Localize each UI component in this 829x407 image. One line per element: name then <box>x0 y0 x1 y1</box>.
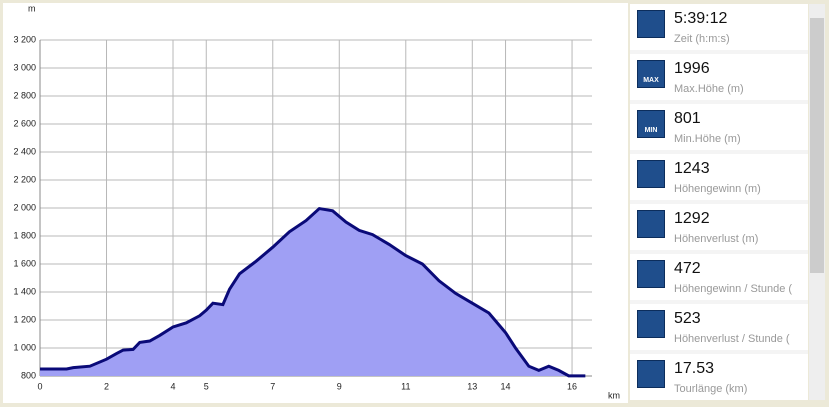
y-tick-label: 1 000 <box>13 342 36 352</box>
stat-value: 523 <box>674 310 701 327</box>
stat-item: 5:39:12 Zeit (h:m:s) <box>630 4 808 50</box>
stat-item: 472 Höhengewinn / Stunde ( <box>630 254 808 300</box>
stat-label: Höhenverlust (m) <box>674 233 759 245</box>
y-tick-label: 3 200 <box>13 34 36 44</box>
y-tick-label: 2 200 <box>13 174 36 184</box>
stat-icon: MAX <box>637 60 665 88</box>
x-tick-label: 0 <box>37 381 42 391</box>
y-tick-label: 3 000 <box>13 62 36 72</box>
stat-value: 1996 <box>674 60 710 77</box>
y-tick-label: 1 200 <box>13 314 36 324</box>
stat-label: Höhengewinn (m) <box>674 183 761 195</box>
scrollbar[interactable] <box>809 4 825 400</box>
stat-icon <box>637 210 665 238</box>
x-tick-label: 5 <box>204 381 209 391</box>
y-tick-label: 2 600 <box>13 118 36 128</box>
area <box>40 208 586 376</box>
stat-label: Höhengewinn / Stunde ( <box>674 283 793 295</box>
stat-label: Min.Höhe (m) <box>674 133 741 145</box>
stat-icon <box>637 10 665 38</box>
x-tick-label: 16 <box>567 381 577 391</box>
x-tick-label: 11 <box>401 381 410 391</box>
x-unit: km <box>608 390 620 400</box>
stats-panel: 5:39:12 Zeit (h:m:s) MAX 1996 Max.Höhe (m) MI… <box>630 4 808 400</box>
y-tick-label: 1 400 <box>13 286 36 296</box>
stat-value: 5:39:12 <box>674 10 728 27</box>
y-tick-label: 2 000 <box>13 202 36 212</box>
stat-icon: MIN <box>637 110 665 138</box>
x-tick-label: 4 <box>171 381 176 391</box>
y-unit: m <box>28 3 36 13</box>
stat-item: MIN 801 Min.Höhe (m) <box>630 104 808 150</box>
stat-item: 17.53 Tourlänge (km) <box>630 354 808 400</box>
stat-item: 1243 Höhengewinn (m) <box>630 154 808 200</box>
stat-icon <box>637 360 665 388</box>
stat-label: Tourlänge (km) <box>674 383 748 395</box>
x-tick-label: 2 <box>104 381 109 391</box>
stat-icon <box>637 260 665 288</box>
y-tick-label: 800 <box>21 370 36 380</box>
stat-value: 472 <box>674 260 701 277</box>
x-tick-label: 14 <box>501 381 511 391</box>
stat-value: 1292 <box>674 210 710 227</box>
stat-item: MAX 1996 Max.Höhe (m) <box>630 54 808 100</box>
stat-label: Höhenverlust / Stunde ( <box>674 333 790 345</box>
stat-label: Max.Höhe (m) <box>674 83 744 95</box>
y-tick-label: 1 600 <box>13 258 36 268</box>
stat-item: 523 Höhenverlust / Stunde ( <box>630 304 808 350</box>
y-tick-label: 2 800 <box>13 90 36 100</box>
x-tick-label: 13 <box>467 381 477 391</box>
stat-value: 17.53 <box>674 360 715 377</box>
stat-icon <box>637 310 665 338</box>
chart: m km 800 1 000 1 200 1 400 1 600 1 800 2 000 2 … <box>3 3 628 403</box>
stat-label: Zeit (h:m:s) <box>674 33 730 45</box>
scroll-thumb[interactable] <box>810 18 824 273</box>
stat-value: 1243 <box>674 160 710 177</box>
profile-line <box>40 206 586 378</box>
x-tick-label: 9 <box>337 381 342 391</box>
x-tick-label: 7 <box>270 381 275 391</box>
stat-value: 801 <box>674 110 701 127</box>
stat-icon <box>637 160 665 188</box>
y-tick-label: 1 800 <box>13 230 36 240</box>
y-tick-label: 2 400 <box>13 146 36 156</box>
stat-item: 1292 Höhenverlust (m) <box>630 204 808 250</box>
